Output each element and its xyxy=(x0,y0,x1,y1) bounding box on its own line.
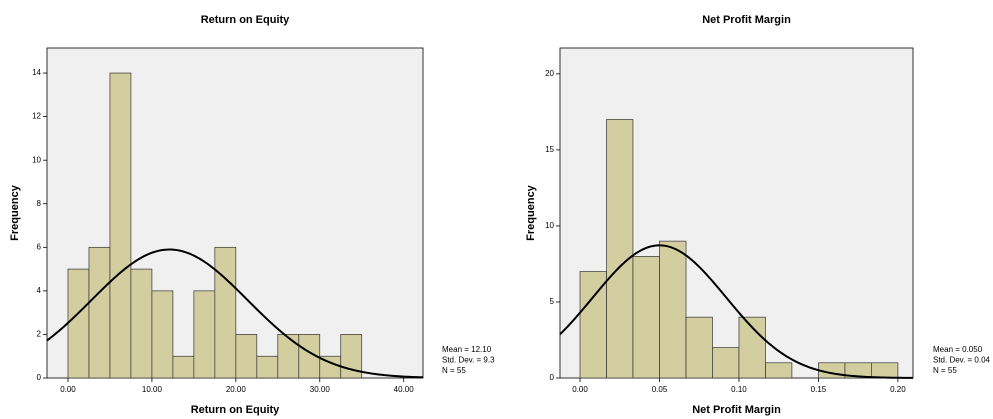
chart-title: Return on Equity xyxy=(201,14,290,26)
bar xyxy=(214,246,237,379)
bar xyxy=(193,290,216,379)
bar xyxy=(659,240,687,379)
bar xyxy=(606,119,634,379)
y-axis-label: Frequency xyxy=(525,184,537,241)
y-tick-label: 15 xyxy=(545,145,554,154)
x-axis-label: Net Profit Margin xyxy=(692,404,781,416)
y-tick-label: 20 xyxy=(545,69,554,78)
x-tick-label: 10.00 xyxy=(142,385,163,394)
y-tick-label: 2 xyxy=(37,330,42,339)
bar xyxy=(712,347,740,379)
y-axis-label: Frequency xyxy=(9,184,21,241)
stat-label: Std. Dev. = 9.3 xyxy=(442,356,495,365)
y-tick-label: 0 xyxy=(37,373,42,382)
y-tick-label: 12 xyxy=(32,112,41,121)
stat-label: Mean = 0.050 xyxy=(933,345,983,354)
y-tick-label: 10 xyxy=(32,155,41,164)
bar xyxy=(67,268,90,379)
y-tick-label: 8 xyxy=(37,199,42,208)
stat-label: N = 55 xyxy=(933,366,957,375)
y-tick-label: 10 xyxy=(545,221,554,230)
x-tick-label: 0.15 xyxy=(811,385,827,394)
bar xyxy=(632,255,660,379)
normal-curve xyxy=(46,248,424,379)
chart-title: Net Profit Margin xyxy=(702,14,791,26)
y-tick-label: 4 xyxy=(37,286,42,295)
bar xyxy=(685,316,713,379)
bar xyxy=(235,334,258,379)
bar xyxy=(151,290,174,379)
stat-label: Std. Dev. = 0.04 xyxy=(933,356,991,365)
bar xyxy=(277,334,300,379)
bar xyxy=(871,362,899,379)
bar xyxy=(256,355,279,379)
x-tick-label: 0.00 xyxy=(572,385,588,394)
y-tick-label: 6 xyxy=(37,242,42,251)
x-tick-label: 40.00 xyxy=(394,385,415,394)
x-tick-label: 0.10 xyxy=(731,385,747,394)
bar xyxy=(765,362,793,379)
y-tick-label: 14 xyxy=(32,68,41,77)
x-tick-label: 0.00 xyxy=(60,385,76,394)
x-tick-label: 0.20 xyxy=(890,385,906,394)
stat-label: N = 55 xyxy=(442,366,466,375)
y-tick-label: 0 xyxy=(550,373,555,382)
stat-label: Mean = 12.10 xyxy=(442,345,492,354)
y-tick-label: 5 xyxy=(550,297,555,306)
bar xyxy=(109,72,132,379)
x-axis-label: Return on Equity xyxy=(191,404,280,416)
x-tick-label: 30.00 xyxy=(310,385,331,394)
bar xyxy=(88,246,111,379)
x-tick-label: 0.05 xyxy=(652,385,668,394)
x-tick-label: 20.00 xyxy=(226,385,247,394)
normal-curve xyxy=(559,244,914,379)
bar xyxy=(579,271,607,379)
bar xyxy=(130,268,153,379)
bar xyxy=(172,355,195,379)
